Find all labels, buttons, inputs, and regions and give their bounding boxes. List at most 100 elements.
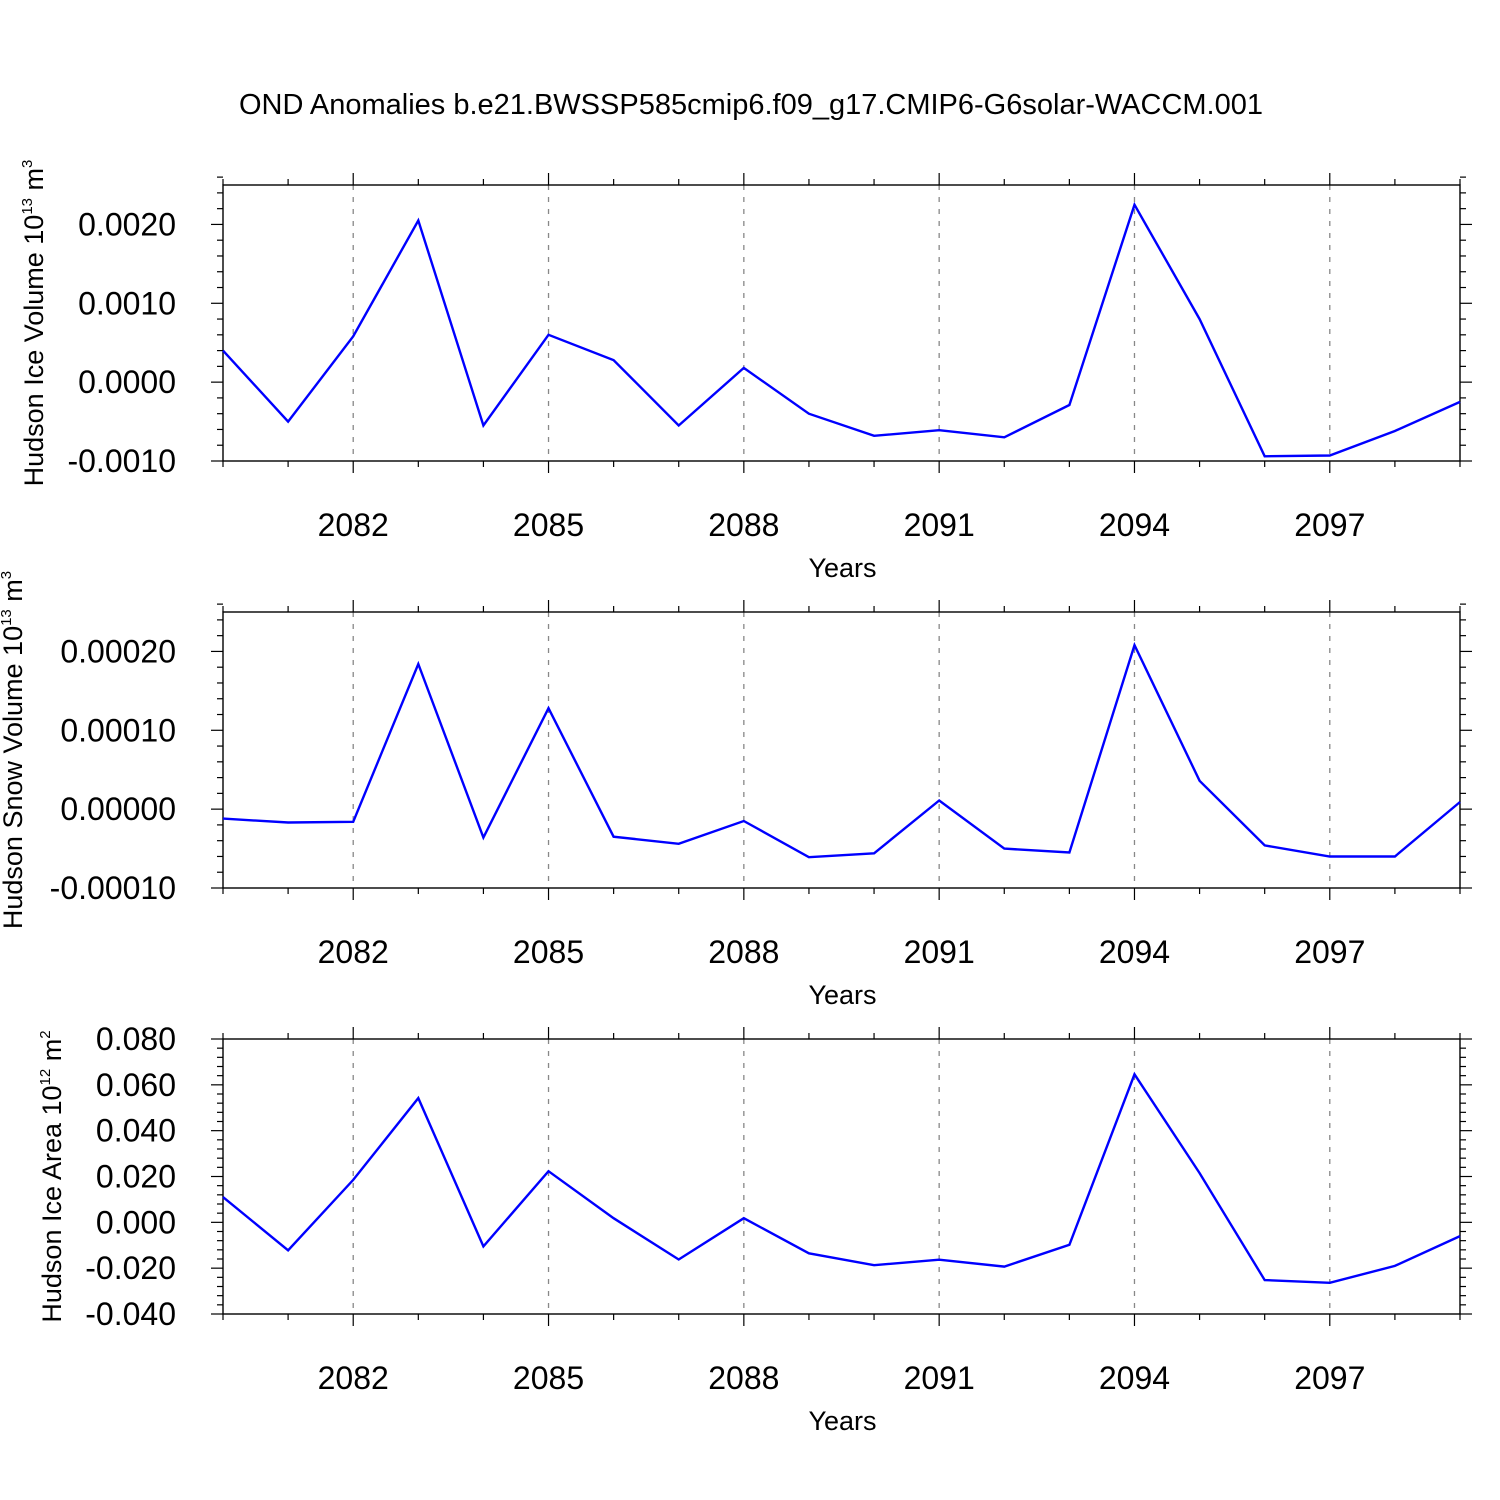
x-tick-label: 2094 [1099, 1360, 1170, 1396]
data-point [221, 1195, 225, 1199]
data-point [937, 1258, 941, 1262]
plot-frame [222, 184, 1461, 462]
data-point [1328, 453, 1332, 457]
data-point [1328, 854, 1332, 858]
panel-1: 2082 2085 2088 2091 2094 2097 -0.0010 0.0000 0.0… [19, 160, 1472, 583]
plot-frame [222, 1038, 1461, 1315]
data-point [481, 424, 485, 428]
data-point [1002, 435, 1006, 439]
data-point [807, 855, 811, 859]
data-point [481, 836, 485, 840]
series-line [222, 201, 1461, 458]
x-tick-label: 2088 [708, 1360, 779, 1396]
data-point [221, 817, 225, 821]
x-tick-label: 2091 [904, 507, 975, 543]
data-point [612, 1216, 616, 1220]
data-point [937, 798, 941, 802]
x-tick-label: 2088 [708, 507, 779, 543]
chart-title: OND Anomalies b.e21.BWSSP585cmip6.f09_g1… [239, 89, 1263, 121]
data-point [1067, 1243, 1071, 1247]
data-point [416, 218, 420, 222]
data-point [937, 428, 941, 432]
panel-2: 2082 2085 2088 2091 2094 2097 -0.00010 0.00000 0… [0, 571, 1472, 1010]
data-point [1132, 203, 1136, 207]
data-point [351, 820, 355, 824]
data-point [612, 358, 616, 362]
data-point [1263, 1278, 1267, 1282]
data-point [1132, 643, 1136, 647]
data-point [1198, 1171, 1202, 1175]
data-point [1393, 1264, 1397, 1268]
y-tick-label: 0.00010 [60, 712, 176, 748]
data-point [351, 334, 355, 338]
y-tick-label: 0.000 [96, 1204, 176, 1240]
plot-frame [222, 611, 1461, 889]
data-point [1198, 317, 1202, 321]
data-point [872, 1263, 876, 1267]
y-axis-title: Hudson Ice Volume 1013 m3 [19, 160, 49, 487]
data-point [1067, 851, 1071, 855]
y-axis-title: Hudson Snow Volume 1013 m3 [0, 571, 28, 929]
x-tick-label: 2082 [318, 1360, 389, 1396]
x-tick-label: 2094 [1099, 934, 1170, 970]
data-point [1002, 847, 1006, 851]
data-point [416, 662, 420, 666]
y-tick-label: 0.040 [96, 1113, 176, 1149]
x-tick-label: 2085 [513, 1360, 584, 1396]
data-point [547, 1169, 551, 1173]
x-tick-label: 2082 [318, 934, 389, 970]
data-point [351, 1178, 355, 1182]
data-point [742, 366, 746, 370]
y-tick-label: -0.0010 [67, 443, 176, 479]
series-line [222, 641, 1461, 859]
x-axis-title: Years [808, 980, 876, 1010]
x-tick-label: 2091 [904, 1360, 975, 1396]
data-point [807, 1251, 811, 1255]
data-point [677, 424, 681, 428]
data-point [286, 821, 290, 825]
data-point [1393, 854, 1397, 858]
panel-3: 2082 2085 2088 2091 2094 2097 -0.040 -0.020 0.00… [37, 1021, 1472, 1436]
data-point [1458, 1234, 1462, 1238]
data-point [742, 1216, 746, 1220]
x-tick-label: 2082 [318, 507, 389, 543]
data-point [1328, 1281, 1332, 1285]
x-axis-title: Years [808, 553, 876, 583]
x-tick-label: 2097 [1294, 1360, 1365, 1396]
data-point [547, 333, 551, 337]
data-point [1132, 1072, 1136, 1076]
data-point [1263, 454, 1267, 458]
y-tick-label: -0.020 [85, 1250, 176, 1286]
data-point [1263, 843, 1267, 847]
data-point [677, 842, 681, 846]
y-tick-label: -0.040 [85, 1296, 176, 1332]
y-tick-label: 0.0010 [78, 285, 176, 321]
x-tick-label: 2097 [1294, 934, 1365, 970]
data-point [286, 1248, 290, 1252]
data-point [807, 412, 811, 416]
x-tick-label: 2097 [1294, 507, 1365, 543]
data-point [872, 434, 876, 438]
data-point [677, 1257, 681, 1261]
data-point [1458, 800, 1462, 804]
data-point [416, 1096, 420, 1100]
data-point [221, 349, 225, 353]
y-tick-label: -0.00010 [50, 870, 176, 906]
y-axis-title: Hudson Ice Area 1012 m2 [37, 1030, 67, 1322]
data-point [1067, 403, 1071, 407]
data-point [742, 819, 746, 823]
x-axis-title: Years [808, 1406, 876, 1436]
x-tick-label: 2091 [904, 934, 975, 970]
x-tick-label: 2085 [513, 507, 584, 543]
y-tick-label: 0.00020 [60, 633, 176, 669]
x-tick-label: 2085 [513, 934, 584, 970]
y-tick-label: 0.0000 [78, 364, 176, 400]
data-point [1002, 1265, 1006, 1269]
data-point [612, 835, 616, 839]
y-tick-label: 0.060 [96, 1067, 176, 1103]
panels: 2082 2085 2088 2091 2094 2097 -0.0010 0.0000 0.0… [0, 160, 1472, 1436]
data-point [1393, 429, 1397, 433]
y-tick-label: 0.0020 [78, 206, 176, 242]
data-point [872, 851, 876, 855]
